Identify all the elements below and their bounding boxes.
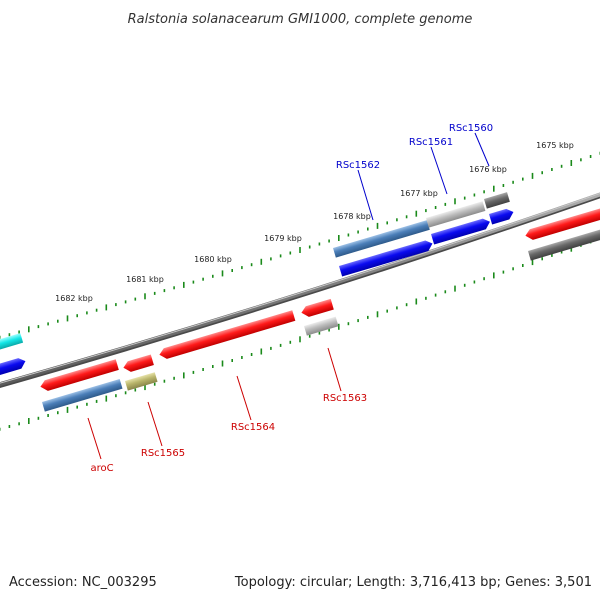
gene-rsc1560-blue-arrow[interactable] (489, 207, 515, 225)
gene-label-rsc1561[interactable]: RSc1561 (409, 137, 453, 148)
gene-rsc1560-bar[interactable] (484, 192, 510, 209)
gene-labels: RSc1560 RSc1561 RSc1562 RSc1563 RSc1564 … (90, 123, 493, 474)
label-leaders (87, 132, 490, 460)
reverse-strand-features (39, 298, 339, 412)
gene-rsc1562-blue-arrow[interactable] (339, 239, 434, 277)
gene-label-rsc1565[interactable]: RSc1565 (141, 448, 185, 459)
inner-tick-track (0, 236, 600, 431)
gene-rsc1563-red-arrow[interactable] (300, 298, 334, 319)
map-title: Ralstonia solanacearum GMI1000, complete… (128, 12, 473, 27)
gene-label-rsc1563[interactable]: RSc1563 (323, 393, 367, 404)
genome-summary-text: Topology: circular; Length: 3,716,413 bp… (234, 575, 592, 590)
gene-label-aroC[interactable]: aroC (90, 463, 113, 474)
gene-rsc1565-red-arrow[interactable] (122, 354, 154, 373)
tick-label-1680: 1680 kbp (194, 255, 232, 264)
tick-label-1675: 1675 kbp (536, 141, 574, 150)
gene-rsc1565-bar[interactable] (125, 372, 158, 391)
tick-label-1681: 1681 kbp (126, 275, 164, 284)
outer-tick-track (0, 151, 600, 339)
gene-label-rsc1560[interactable]: RSc1560 (449, 123, 493, 134)
tick-label-1677: 1677 kbp (400, 189, 438, 198)
right-gray-bar[interactable] (528, 225, 600, 261)
tick-label-1679: 1679 kbp (264, 234, 302, 243)
left-blue-arrow[interactable] (0, 356, 27, 381)
gene-rsc1563-bar[interactable] (304, 316, 339, 336)
forward-strand-features (0, 192, 600, 381)
gene-aroC-bar[interactable] (42, 378, 123, 412)
tick-label-1678: 1678 kbp (333, 212, 371, 221)
gene-rsc1564-red-arrow[interactable] (158, 310, 296, 360)
tick-label-1682: 1682 kbp (55, 294, 93, 303)
gene-label-rsc1564[interactable]: RSc1564 (231, 422, 275, 433)
gene-rsc1562-bar[interactable] (333, 220, 430, 258)
tick-label-1676: 1676 kbp (469, 165, 507, 174)
accession-text: Accession: NC_003295 (9, 575, 157, 590)
gene-rsc1561-blue-arrow[interactable] (431, 217, 492, 245)
genome-backbone (0, 192, 600, 389)
left-cyan-bar[interactable] (0, 333, 24, 355)
gene-aroC-red-arrow[interactable] (39, 359, 119, 392)
coordinate-labels: 1675 kbp 1676 kbp 1677 kbp 1678 kbp 1679… (55, 141, 574, 303)
gene-rsc1561-bar[interactable] (426, 201, 486, 228)
gene-label-rsc1562[interactable]: RSc1562 (336, 160, 380, 171)
right-red-arrow[interactable] (524, 205, 600, 241)
